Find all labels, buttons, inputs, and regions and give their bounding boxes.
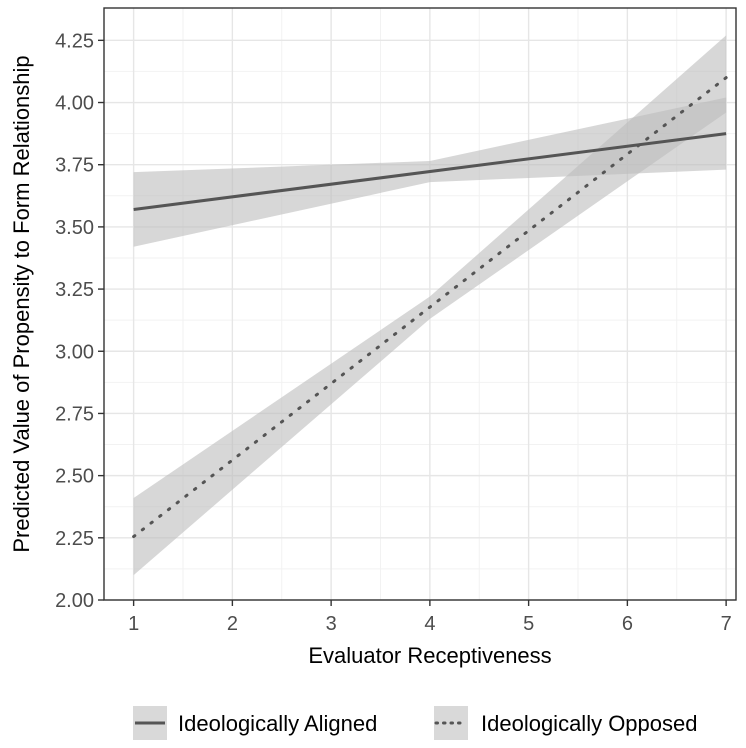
y-tick-label: 3.00 [55, 341, 94, 363]
confidence-band-series-1 [133, 35, 727, 576]
y-tick-label: 4.25 [55, 30, 94, 52]
series-lines [132, 76, 728, 539]
y-tick-label: 3.75 [55, 155, 94, 177]
x-tick-label: 6 [622, 613, 633, 635]
panel-border [103, 7, 737, 601]
legend-label-opposed: Ideologically Opposed [481, 711, 697, 736]
major-gridlines [104, 8, 736, 601]
x-tick-label: 5 [523, 613, 534, 635]
legend-item-opposed: Ideologically Opposed [434, 706, 697, 740]
y-tick-label: 2.25 [55, 528, 94, 550]
y-axis: 2.00 2.25 2.50 2.75 3.00 3.25 3.50 3.75 4.00 4.25 [55, 30, 104, 612]
y-tick-label: 2.00 [55, 590, 94, 612]
legend-label-aligned: Ideologically Aligned [178, 711, 377, 736]
legend: Ideologically Aligned Ideologically Oppo… [133, 706, 697, 740]
y-tick-label: 2.75 [55, 403, 94, 425]
x-tick-label: 7 [721, 613, 732, 635]
y-axis-label: Predicted Value of Propensity to Form Re… [9, 55, 34, 552]
y-tick-label: 3.25 [55, 279, 94, 301]
y-tick-label: 2.50 [55, 466, 94, 488]
x-axis-label: Evaluator Receptiveness [308, 643, 551, 668]
series-line-1 [132, 76, 728, 539]
x-axis: 1 2 3 4 5 6 7 [128, 600, 732, 635]
y-tick-label: 3.50 [55, 217, 94, 239]
y-tick-label: 4.00 [55, 93, 94, 115]
x-tick-label: 4 [424, 613, 435, 635]
legend-item-aligned: Ideologically Aligned [133, 706, 377, 740]
series-line-0 [133, 132, 727, 211]
x-tick-label: 2 [227, 613, 238, 635]
x-tick-label: 3 [326, 613, 337, 635]
x-tick-label: 1 [128, 613, 139, 635]
